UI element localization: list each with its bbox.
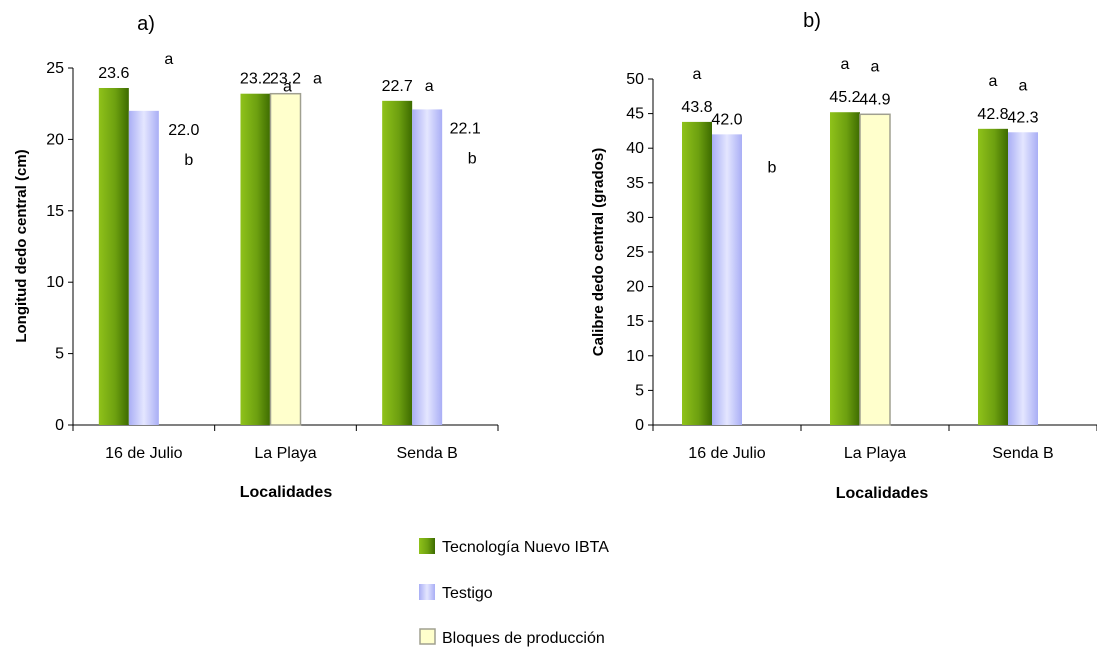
y-tick-label: 35 — [626, 175, 644, 192]
y-axis-label: Longitud dedo central (cm) — [13, 149, 30, 342]
plot-area: 0 5 10 15 20 25 30 35 40 45 50 16 de Julio La Playa S… — [626, 56, 1097, 462]
data-label: 42.0 — [711, 111, 742, 128]
significance-letter: a — [871, 58, 880, 75]
x-tick-label: Senda B — [396, 445, 457, 462]
x-tick-label: Senda B — [992, 445, 1053, 462]
bar — [269, 92, 302, 426]
significance-letter: a — [989, 73, 998, 90]
data-label: 22.1 — [450, 120, 481, 137]
bar — [98, 87, 129, 425]
bar — [128, 110, 159, 425]
y-tick-label: 25 — [626, 244, 644, 261]
chart-panel-a: a) Longitud dedo central (cm) Localidade… — [13, 13, 499, 501]
y-tick-label: 25 — [46, 60, 64, 77]
data-label: 23.2 — [240, 71, 271, 88]
y-tick-label: 10 — [46, 274, 64, 291]
legend-label: Bloques de producción — [442, 630, 605, 647]
y-tick-label: 40 — [626, 140, 644, 157]
data-label: 42.8 — [977, 106, 1008, 123]
bar — [240, 93, 271, 425]
significance-letter: a — [164, 51, 173, 68]
y-tick-label: 10 — [626, 348, 644, 365]
y-tick-label: 20 — [626, 279, 644, 296]
y-tick-label: 0 — [55, 417, 64, 434]
legend-label: Tecnología Nuevo IBTA — [442, 539, 609, 556]
x-axis-label: Localidades — [836, 485, 929, 502]
data-label: 44.9 — [859, 91, 890, 108]
bar — [859, 113, 891, 426]
data-label: 45.2 — [829, 89, 860, 106]
chart-panel-b: b) Calibre dedo central (grados) Localid… — [590, 10, 1097, 502]
panel-label: b) — [803, 10, 821, 32]
x-tick-label: 16 de Julio — [105, 445, 182, 462]
x-tick-label: La Playa — [844, 445, 906, 462]
bar — [830, 112, 860, 425]
legend-swatch-cream — [419, 628, 436, 645]
legend-label: Testigo — [442, 585, 493, 602]
y-tick-label: 5 — [55, 346, 64, 363]
plot-area: 0 5 10 15 20 25 16 de Julio La Playa Senda B 23.6… — [46, 51, 499, 462]
legend-swatch-green — [419, 538, 435, 554]
bar — [712, 134, 742, 426]
bar — [682, 121, 712, 426]
legend-item-1: Testigo — [419, 584, 493, 602]
significance-letter: a — [425, 78, 434, 95]
y-axis-label: Calibre dedo central (grados) — [590, 148, 607, 356]
bar — [1008, 132, 1038, 425]
bar — [978, 128, 1008, 425]
significance-letter: a — [841, 56, 850, 73]
significance-letter: a — [1019, 77, 1028, 94]
panel-label: a) — [137, 13, 155, 35]
y-tick-label: 15 — [46, 203, 64, 220]
data-label: 43.8 — [681, 99, 712, 116]
legend: Tecnología Nuevo IBTA Testigo Bloques de… — [419, 538, 609, 647]
significance-letter: a — [313, 71, 322, 88]
data-label: 22.0 — [168, 122, 199, 139]
significance-letter: b — [768, 159, 777, 176]
x-tick-label: La Playa — [254, 445, 316, 462]
x-tick-label: 16 de Julio — [688, 445, 765, 462]
legend-item-0: Tecnología Nuevo IBTA — [419, 538, 609, 556]
data-label: 22.7 — [382, 78, 413, 95]
bar — [412, 109, 443, 426]
legend-swatch-lavender — [419, 584, 435, 600]
y-tick-label: 15 — [626, 313, 644, 330]
y-tick-label: 45 — [626, 106, 644, 123]
bar — [382, 100, 413, 426]
data-label: 23.6 — [98, 65, 129, 82]
y-tick-label: 20 — [46, 131, 64, 148]
significance-letter: b — [184, 152, 193, 169]
data-label: 42.3 — [1007, 109, 1038, 126]
legend-item-2: Bloques de producción — [419, 628, 605, 647]
y-tick-label: 5 — [635, 382, 644, 399]
y-tick-label: 50 — [626, 71, 644, 88]
data-label: 23.2 — [270, 71, 301, 88]
x-axis-label: Localidades — [240, 484, 333, 501]
y-tick-label: 30 — [626, 209, 644, 226]
y-tick-label: 0 — [635, 417, 644, 434]
significance-letter: b — [468, 150, 477, 167]
significance-letter: a — [693, 66, 702, 83]
significance-letter: a — [283, 79, 292, 96]
